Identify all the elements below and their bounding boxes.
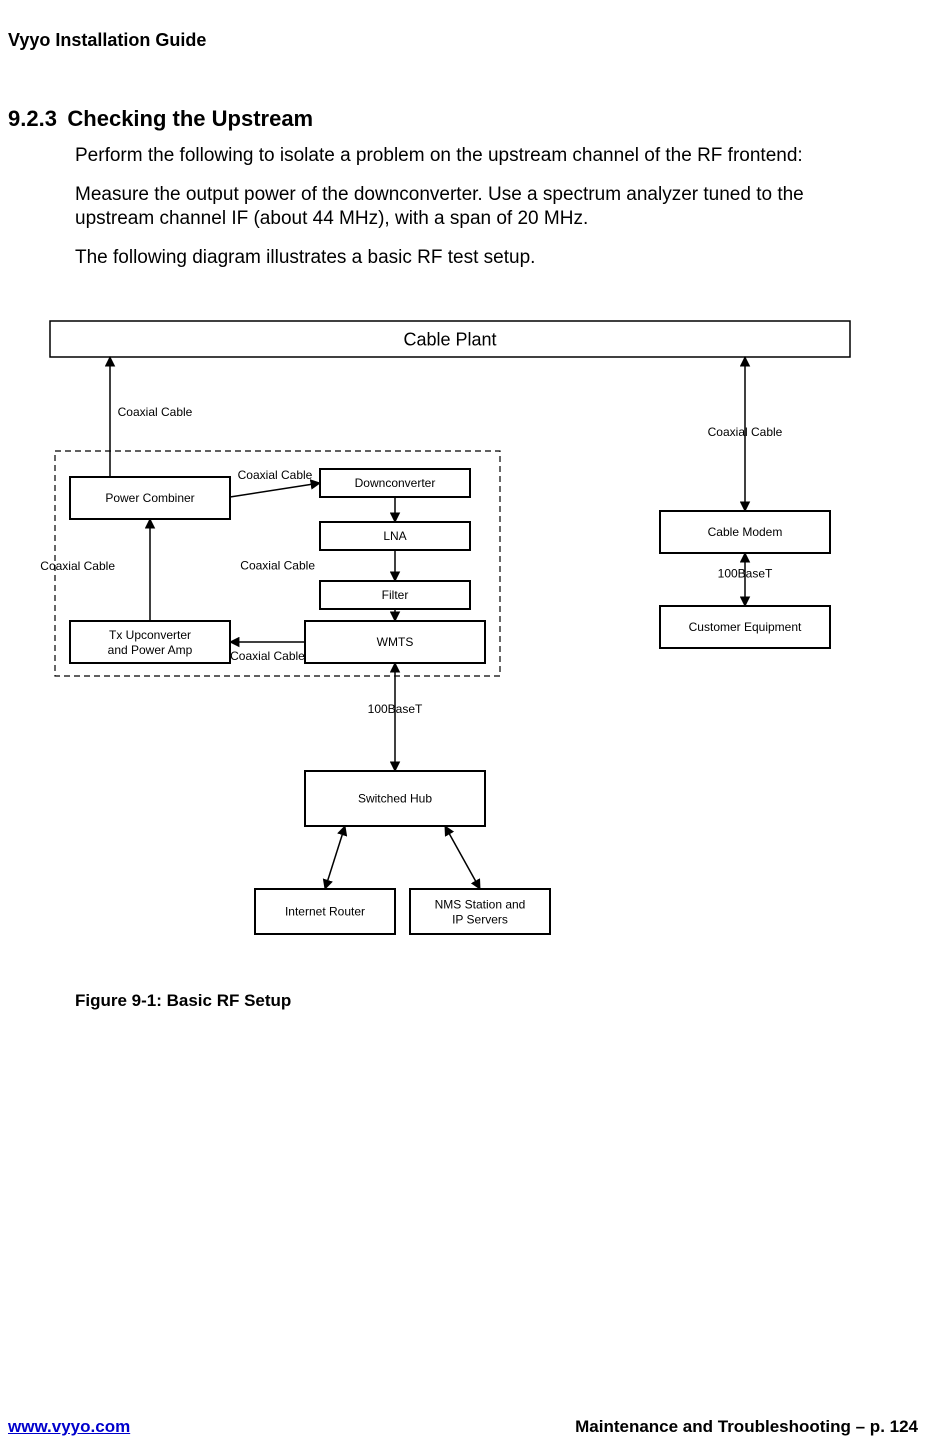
svg-text:Coaxial Cable: Coaxial Cable xyxy=(40,559,115,573)
footer-page: Maintenance and Troubleshooting – p. 124 xyxy=(575,1417,918,1437)
svg-text:Coaxial Cable: Coaxial Cable xyxy=(240,558,315,572)
svg-text:WMTS: WMTS xyxy=(377,635,414,649)
paragraph-3: The following diagram illustrates a basi… xyxy=(75,246,856,271)
svg-text:Coaxial Cable: Coaxial Cable xyxy=(230,649,305,663)
svg-text:NMS Station and: NMS Station and xyxy=(435,897,526,911)
svg-text:IP Servers: IP Servers xyxy=(452,912,508,926)
section-number: 9.2.3 xyxy=(8,106,57,131)
svg-text:Cable Plant: Cable Plant xyxy=(403,329,496,349)
svg-text:Downconverter: Downconverter xyxy=(355,476,436,490)
svg-text:Coaxial Cable: Coaxial Cable xyxy=(708,425,783,439)
svg-text:100BaseT: 100BaseT xyxy=(718,566,773,580)
svg-text:Cable Modem: Cable Modem xyxy=(708,525,783,539)
diagram-container: Cable Plant Power Combiner Downconverter LN… xyxy=(40,311,896,956)
svg-text:Coaxial Cable: Coaxial Cable xyxy=(238,468,313,482)
section-title: Checking the Upstream xyxy=(67,106,313,131)
svg-text:Customer Equipment: Customer Equipment xyxy=(689,620,802,634)
doc-header: Vyyo Installation Guide xyxy=(8,30,896,51)
svg-text:Filter: Filter xyxy=(382,588,409,602)
footer-url: www.vyyo.com xyxy=(8,1417,130,1437)
svg-text:Tx Upconverter: Tx Upconverter xyxy=(109,628,191,642)
section-heading: 9.2.3 Checking the Upstream xyxy=(8,106,896,132)
svg-text:LNA: LNA xyxy=(383,529,406,543)
paragraph-2: Measure the output power of the downconv… xyxy=(75,183,856,232)
svg-text:Power Combiner: Power Combiner xyxy=(105,491,194,505)
svg-text:and Power Amp: and Power Amp xyxy=(108,643,193,657)
svg-text:Coaxial Cable: Coaxial Cable xyxy=(118,405,193,419)
paragraph-1: Perform the following to isolate a probl… xyxy=(75,144,856,169)
rf-setup-diagram: Cable Plant Power Combiner Downconverter LN… xyxy=(40,311,870,951)
svg-text:100BaseT: 100BaseT xyxy=(368,702,423,716)
figure-caption: Figure 9-1: Basic RF Setup xyxy=(75,991,896,1011)
svg-text:Internet Router: Internet Router xyxy=(285,904,365,918)
page-footer: www.vyyo.com Maintenance and Troubleshoo… xyxy=(8,1417,918,1437)
svg-text:Switched Hub: Switched Hub xyxy=(358,791,432,805)
